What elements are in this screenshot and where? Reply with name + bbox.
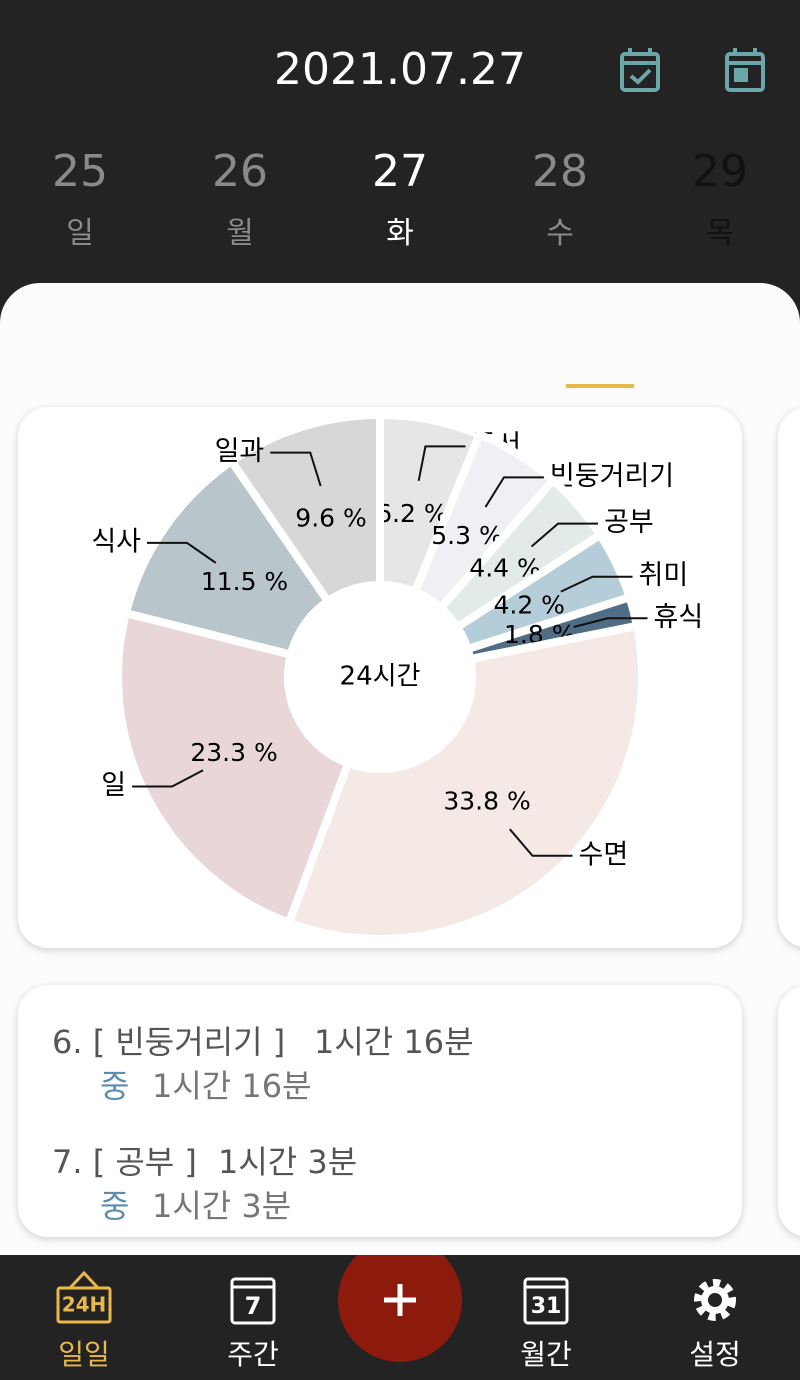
icon-text: 7 — [245, 1292, 262, 1320]
category-label: 일과 — [215, 436, 265, 467]
leader-line — [560, 575, 633, 593]
bottom-nav-icons: 24H 7 31 — [56, 1255, 736, 1362]
record-title: 6. [ 빈둥거리기 ] — [52, 1023, 286, 1061]
category-label: 식사 — [91, 526, 141, 557]
leader-line — [509, 828, 573, 857]
nav-label[interactable]: 월간 — [520, 1338, 572, 1371]
day-weekday: 화 — [386, 216, 414, 251]
next-card — [778, 985, 800, 1237]
day-weekday: 수 — [546, 216, 574, 251]
category-label: 빈둥거리기 — [550, 461, 674, 492]
monthly-icon[interactable]: 31 — [523, 1277, 569, 1325]
next-card — [778, 407, 800, 948]
pie-slice — [114, 608, 354, 928]
value-label: 23.3 % — [190, 738, 277, 767]
calendar-check-icon[interactable] — [620, 48, 660, 92]
day-number[interactable]: 29 — [692, 146, 748, 197]
nav-label[interactable]: 주간 — [227, 1338, 279, 1371]
record-status: 중 — [100, 1067, 130, 1105]
icon-text: 31 — [531, 1294, 562, 1319]
leader-line — [270, 451, 322, 487]
category-label: 수면 — [578, 839, 628, 870]
record-duration: 1시간 3분 — [218, 1143, 358, 1181]
leader-line — [147, 541, 217, 564]
record-card: 6. [ 빈둥거리기 ] 1시간 16분 중 1시간 16분 7. [ 공부 ] 1시간 … — [18, 985, 742, 1237]
day-weekday: 일 — [66, 216, 94, 251]
tab-indicator — [566, 384, 634, 388]
header-icons — [620, 48, 765, 92]
leader-line — [484, 476, 544, 508]
calendar-today-icon[interactable] — [725, 48, 765, 92]
date-title: 2021.07.27 — [274, 44, 526, 95]
value-label: 11.5 % — [201, 567, 288, 596]
nav-label[interactable]: 설정 — [689, 1338, 741, 1371]
center-label: 24시간 — [340, 662, 421, 692]
nav-label[interactable]: 일일 — [58, 1338, 110, 1371]
pie-slice — [121, 455, 334, 660]
day-weekday: 목 — [706, 216, 734, 251]
value-label: 5.3 % — [431, 521, 502, 550]
daily-icon[interactable]: 24H — [56, 1270, 112, 1324]
record-status-duration: 1시간 3분 — [152, 1187, 292, 1225]
leader-line — [417, 445, 466, 481]
category-label: 취미 — [639, 560, 689, 591]
day-number[interactable]: 27 — [372, 146, 428, 197]
icon-text: 24H — [62, 1293, 107, 1317]
leader-line — [530, 522, 599, 548]
pie-slice — [283, 621, 646, 943]
record-status-duration: 1시간 16분 — [152, 1067, 312, 1105]
record-status: 중 — [100, 1187, 130, 1225]
day-number[interactable]: 28 — [532, 146, 588, 197]
value-label: 6.2 % — [376, 499, 447, 528]
day-weekday: 월 — [226, 216, 254, 251]
day-number[interactable]: 26 — [212, 146, 268, 197]
value-label: 33.8 % — [443, 787, 530, 816]
weekly-icon[interactable]: 7 — [230, 1277, 276, 1325]
category-label: 공부 — [604, 507, 654, 538]
leader-line — [573, 617, 648, 628]
category-label: 일 — [101, 770, 126, 801]
day-number[interactable]: 25 — [52, 146, 108, 197]
add-button[interactable] — [338, 1255, 462, 1362]
settings-icon[interactable] — [694, 1279, 736, 1321]
leader-line — [132, 769, 204, 788]
record-title: 7. [ 공부 ] — [52, 1143, 197, 1181]
value-label: 4.2 % — [493, 591, 564, 620]
value-label: 9.6 % — [295, 503, 366, 532]
record-duration: 1시간 16분 — [314, 1023, 474, 1061]
pie-slice — [225, 410, 384, 607]
category-label: 휴식 — [654, 602, 704, 633]
